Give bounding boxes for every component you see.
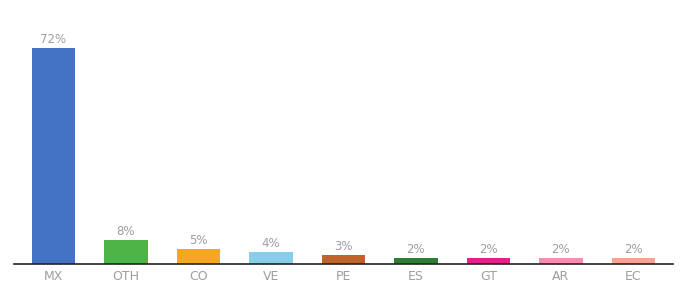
- Bar: [177, 249, 220, 264]
- Text: 2%: 2%: [407, 243, 425, 256]
- Text: 3%: 3%: [334, 240, 353, 253]
- Text: 5%: 5%: [189, 234, 207, 247]
- Bar: [104, 240, 148, 264]
- Bar: [539, 258, 583, 264]
- Bar: [32, 48, 75, 264]
- Bar: [611, 258, 655, 264]
- Bar: [322, 255, 365, 264]
- Text: 2%: 2%: [624, 243, 643, 256]
- Text: 4%: 4%: [262, 237, 280, 250]
- Bar: [466, 258, 510, 264]
- Text: 72%: 72%: [40, 33, 67, 46]
- Text: 2%: 2%: [479, 243, 498, 256]
- Text: 2%: 2%: [551, 243, 570, 256]
- Text: 8%: 8%: [117, 225, 135, 238]
- Bar: [249, 252, 292, 264]
- Bar: [394, 258, 438, 264]
